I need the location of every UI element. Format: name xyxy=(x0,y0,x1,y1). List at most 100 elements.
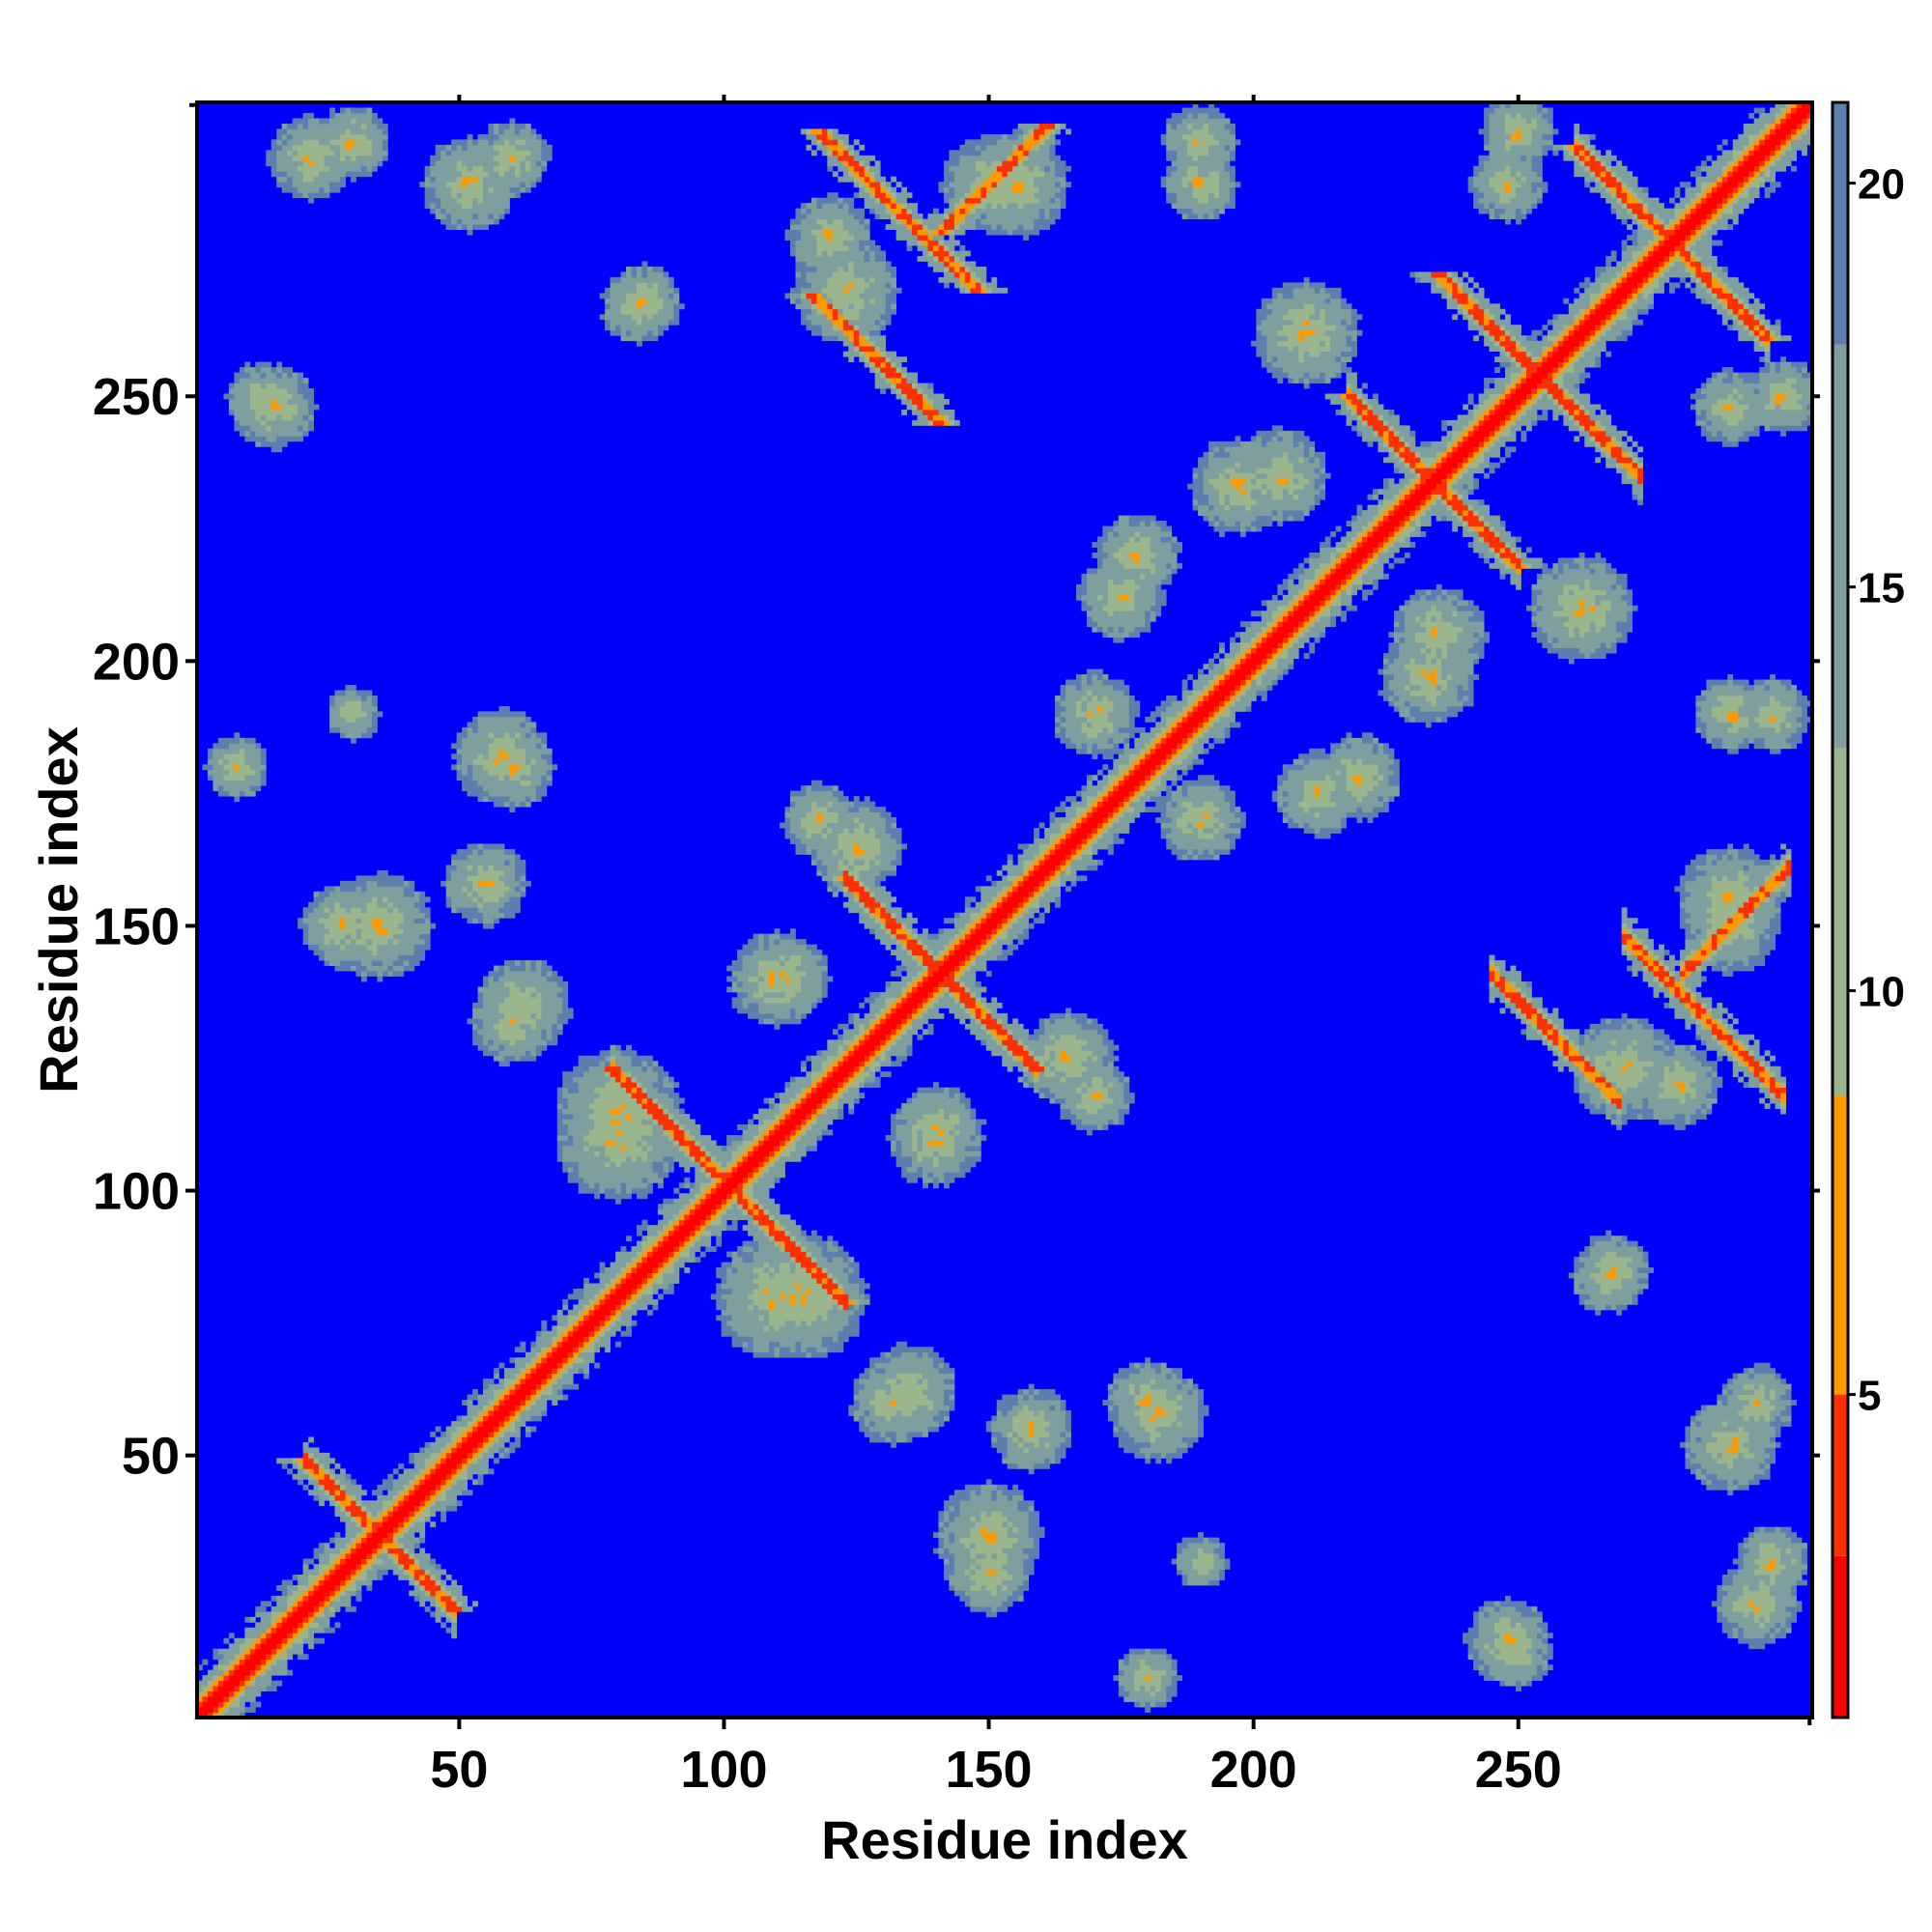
heatmap-cell xyxy=(737,991,749,998)
heatmap-cell xyxy=(525,1034,542,1040)
heatmap-cell xyxy=(758,1283,796,1290)
heatmap-cell xyxy=(467,1473,473,1480)
heatmap-cell xyxy=(578,1309,584,1316)
heatmap-cell xyxy=(535,1389,542,1395)
heatmap-cell xyxy=(1700,944,1713,951)
heatmap-cell xyxy=(1012,1521,1030,1528)
heatmap-cell xyxy=(1134,1383,1141,1390)
heatmap-cell xyxy=(1096,1055,1103,1062)
heatmap-cell xyxy=(329,1553,341,1559)
heatmap-cell xyxy=(673,1230,691,1236)
heatmap-cell xyxy=(1589,1236,1612,1242)
heatmap-cell xyxy=(345,939,352,946)
heatmap-cell xyxy=(758,1002,812,1009)
heatmap-cell xyxy=(1775,1595,1797,1602)
heatmap-cell xyxy=(1494,1601,1500,1607)
heatmap-cell xyxy=(1690,1008,1696,1014)
heatmap-cell xyxy=(1616,1304,1628,1311)
heatmap-cell xyxy=(832,886,838,893)
heatmap-cell xyxy=(1674,1008,1691,1014)
heatmap-cell xyxy=(923,981,939,987)
heatmap-cell xyxy=(795,1108,812,1115)
heatmap-cell xyxy=(906,1166,918,1173)
heatmap-cell xyxy=(1531,1605,1538,1612)
heatmap-cell xyxy=(1028,869,1035,876)
heatmap-cell xyxy=(1166,1458,1173,1464)
heatmap-cell xyxy=(552,1347,558,1353)
heatmap-cell xyxy=(885,928,892,935)
heatmap-cell xyxy=(1198,854,1214,861)
heatmap-cell xyxy=(1759,1564,1766,1570)
heatmap-cell xyxy=(1685,1002,1691,1009)
heatmap-cell xyxy=(552,1389,558,1395)
heatmap-cell xyxy=(637,1288,642,1294)
heatmap-cell xyxy=(699,1225,706,1232)
heatmap-cell xyxy=(409,1553,415,1559)
heatmap-cell xyxy=(503,848,516,855)
heatmap-cell xyxy=(1034,833,1040,839)
heatmap-cell xyxy=(800,1246,807,1252)
heatmap-cell xyxy=(1113,833,1120,839)
heatmap-cell xyxy=(795,1267,807,1273)
heatmap-cell xyxy=(1542,1627,1548,1634)
heatmap-cell xyxy=(689,1187,701,1194)
heatmap-cell xyxy=(562,1161,580,1168)
heatmap-cell xyxy=(626,1187,632,1194)
heatmap-cell xyxy=(477,896,484,903)
heatmap-cell xyxy=(1150,1431,1162,1437)
heatmap-cell xyxy=(880,991,902,998)
heatmap-cell xyxy=(985,1479,992,1486)
heatmap-cell xyxy=(1187,822,1194,829)
heatmap-cell xyxy=(705,1219,712,1226)
heatmap-cell xyxy=(615,1272,621,1279)
heatmap-cell xyxy=(1653,1108,1696,1115)
heatmap-cell xyxy=(345,1553,352,1559)
heatmap-cell xyxy=(483,848,505,855)
heatmap-cell xyxy=(345,923,373,929)
heatmap-cell xyxy=(774,1018,802,1025)
heatmap-cell xyxy=(223,1701,230,1708)
heatmap-cell xyxy=(1753,1055,1766,1062)
heatmap-cell xyxy=(1621,944,1628,951)
heatmap-cell xyxy=(1685,1097,1718,1104)
heatmap-cell xyxy=(869,1410,876,1416)
heatmap-cell xyxy=(1012,1029,1030,1036)
heatmap-cell xyxy=(763,1315,770,1321)
heatmap-cell xyxy=(329,1601,352,1607)
heatmap-cell xyxy=(975,960,987,966)
heatmap-cell xyxy=(731,1172,749,1179)
heatmap-cell xyxy=(350,1537,356,1544)
heatmap-cell xyxy=(1600,1283,1623,1290)
heatmap-cell xyxy=(610,1076,616,1083)
heatmap-cell xyxy=(1012,923,1030,929)
heatmap-cell xyxy=(1499,1616,1511,1623)
heatmap-cell xyxy=(668,1076,674,1083)
heatmap-cell xyxy=(1775,901,1781,908)
heatmap-cell xyxy=(298,1654,309,1661)
heatmap-cell xyxy=(583,1134,642,1141)
heatmap-cell xyxy=(895,1341,907,1348)
heatmap-cell xyxy=(1627,1065,1643,1072)
heatmap-cell xyxy=(392,1558,399,1565)
heatmap-cell xyxy=(637,1230,642,1236)
heatmap-cell xyxy=(1065,865,1071,871)
heatmap-cell xyxy=(684,1166,691,1173)
heatmap-cell xyxy=(753,1219,759,1226)
heatmap-cell xyxy=(1802,1558,1807,1565)
heatmap-cell xyxy=(498,1431,505,1437)
heatmap-cell xyxy=(891,1002,897,1009)
heatmap-cell xyxy=(1732,1558,1745,1565)
heatmap-cell xyxy=(1160,1675,1173,1682)
heatmap-cell xyxy=(424,1479,441,1486)
heatmap-cell xyxy=(520,1415,531,1422)
heatmap-cell xyxy=(1759,1616,1766,1623)
heatmap-cell xyxy=(1759,939,1776,946)
heatmap-cell xyxy=(1721,875,1728,882)
heatmap-cell xyxy=(795,833,807,839)
heatmap-cell xyxy=(1764,1383,1792,1390)
heatmap-cell xyxy=(1743,901,1755,908)
heatmap-cell xyxy=(795,991,823,998)
heatmap-cell xyxy=(874,1368,887,1375)
heatmap-cell xyxy=(705,1198,723,1205)
heatmap-cell xyxy=(197,1690,203,1697)
